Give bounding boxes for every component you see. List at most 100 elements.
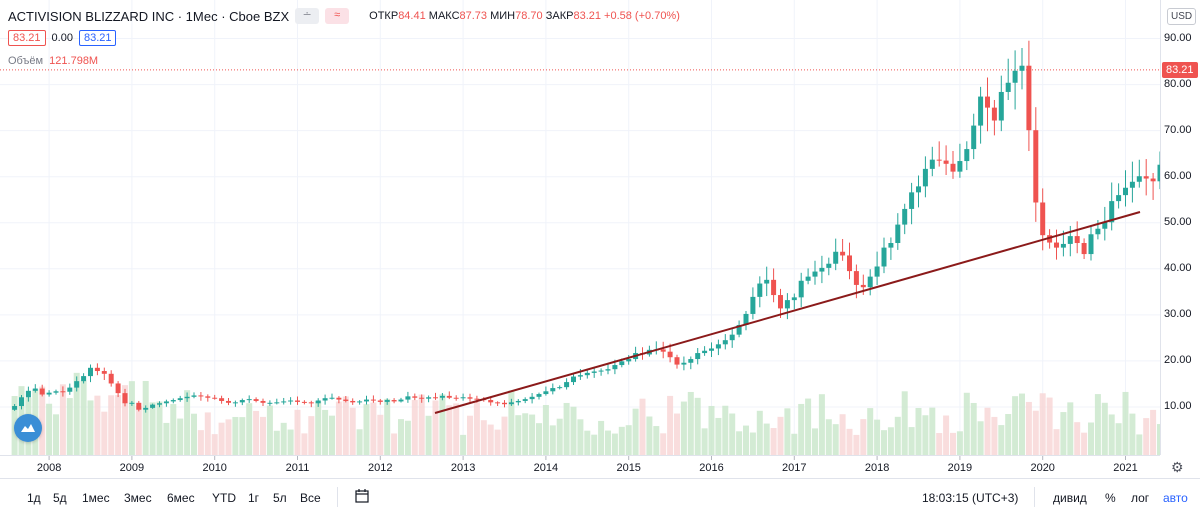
candle-body <box>419 397 425 399</box>
candle-body <box>74 381 80 388</box>
volume-bar <box>570 406 577 455</box>
year-tick-label: 2017 <box>782 462 806 474</box>
bid-price[interactable]: 83.21 <box>8 30 46 46</box>
year-tick-label: 2013 <box>451 462 475 474</box>
year-tick-label: 2010 <box>202 462 226 474</box>
settings-gear-icon[interactable]: ⚙ <box>1171 459 1184 475</box>
percent-toggle[interactable]: % <box>1105 491 1116 505</box>
volume-bar <box>646 416 653 455</box>
volume-bar <box>522 413 529 455</box>
range-5y[interactable]: 5л <box>273 491 287 505</box>
volume-bar <box>632 408 639 455</box>
year-tick-label: 2012 <box>368 462 392 474</box>
volume-bar <box>1101 402 1108 455</box>
volume-bar <box>280 422 287 455</box>
price-axis[interactable]: USD 10.00 20.00 30.00 40.00 50.00 60.00 70.00 8… <box>1160 0 1200 455</box>
candle-body <box>143 407 149 410</box>
volume-bar <box>970 402 977 455</box>
candle-body <box>771 279 777 296</box>
candle-body <box>819 267 825 272</box>
symbol-title[interactable]: ACTIVISION BLIZZARD INC · 1Мес · Cboe BZ… <box>8 8 290 24</box>
volume-bar <box>729 413 736 455</box>
legend: ACTIVISION BLIZZARD INC · 1Мес · Cboe BZ… <box>8 8 680 67</box>
volume-bar <box>660 433 667 455</box>
range-1y[interactable]: 1г <box>248 491 260 505</box>
volume-bar <box>94 395 101 455</box>
dividends-toggle[interactable]: дивид <box>1053 491 1087 505</box>
volume-bar <box>363 404 370 455</box>
currency-button[interactable]: USD <box>1167 8 1197 25</box>
candle-body <box>681 362 687 365</box>
candle-body <box>136 402 142 410</box>
volume-bar <box>273 430 280 455</box>
volume-bar <box>639 398 646 455</box>
volume-bar <box>204 412 211 455</box>
ask-price[interactable]: 83.21 <box>78 30 117 46</box>
volume-bar <box>577 419 584 455</box>
date-range-icon[interactable] <box>354 488 370 507</box>
range-all[interactable]: Все <box>300 491 321 505</box>
range-3m[interactable]: 3мес <box>124 491 152 505</box>
clock-time[interactable]: 18:03:15 (UTC+3) <box>922 491 1019 505</box>
volume-bar <box>501 416 508 455</box>
candle-body <box>515 400 521 403</box>
time-axis[interactable]: 2008 2009 2010 2011 2012 2013 2014 2015 2016 2017… <box>0 455 1160 478</box>
volume-bar <box>315 401 322 455</box>
volume-bar <box>404 420 411 455</box>
volume-bar <box>977 421 984 455</box>
candle-body <box>847 255 852 272</box>
log-toggle[interactable]: лог <box>1131 491 1150 505</box>
candle-body <box>129 402 135 404</box>
candle-body <box>508 402 514 405</box>
volume-bar <box>667 395 674 455</box>
range-ytd[interactable]: YTD <box>212 491 236 505</box>
candle-body <box>364 399 369 402</box>
candle-body <box>598 370 604 372</box>
volume-bar <box>398 419 404 455</box>
auto-toggle[interactable]: авто <box>1163 491 1188 505</box>
volume-bar <box>432 400 439 455</box>
volume-bar <box>1150 409 1157 455</box>
volume-bar <box>777 416 784 455</box>
volume-bar <box>80 380 87 455</box>
volume-bar <box>984 407 991 455</box>
candle-body <box>329 397 335 399</box>
hide-icon[interactable]: ∸ <box>295 8 320 24</box>
candle-body <box>281 401 287 403</box>
volume-bar <box>329 415 335 455</box>
volume-bar <box>53 414 59 455</box>
candle-body <box>46 392 52 395</box>
candle-body <box>184 396 190 399</box>
candle-body <box>1054 242 1059 248</box>
range-1d[interactable]: 1д <box>27 491 41 505</box>
candle-body <box>619 361 625 366</box>
candle-body <box>267 402 273 404</box>
volume-legend[interactable]: Объём 121.798M <box>8 55 99 67</box>
volume-bar <box>184 390 191 455</box>
volume-bar <box>1074 422 1081 455</box>
volume-bar <box>122 385 128 455</box>
candle-body <box>674 357 680 365</box>
divider <box>337 487 338 507</box>
volume-bar <box>708 405 715 455</box>
candle-body <box>1095 228 1101 235</box>
candle-body <box>467 397 473 399</box>
range-5d[interactable]: 5д <box>53 491 67 505</box>
trendline <box>434 211 1141 414</box>
range-6m[interactable]: 6мес <box>167 491 195 505</box>
compare-icon[interactable]: ≈ <box>325 8 350 24</box>
price-chart[interactable] <box>0 0 1160 455</box>
year-tick-label: 2008 <box>37 462 61 474</box>
candle-body <box>722 340 728 345</box>
chart-area[interactable]: ACTIVISION BLIZZARD INC · 1Мес · Cboe BZ… <box>0 0 1160 455</box>
candle-body <box>805 276 811 281</box>
volume-bar <box>142 380 149 455</box>
tradingview-logo-icon[interactable] <box>14 414 42 442</box>
volume-bar <box>722 405 729 455</box>
volume-bar <box>1060 412 1067 455</box>
range-1m[interactable]: 1мес <box>82 491 110 505</box>
candle-body <box>239 400 245 403</box>
candle-body <box>81 376 87 382</box>
volume-bar <box>853 434 860 455</box>
candle-body <box>709 348 714 351</box>
